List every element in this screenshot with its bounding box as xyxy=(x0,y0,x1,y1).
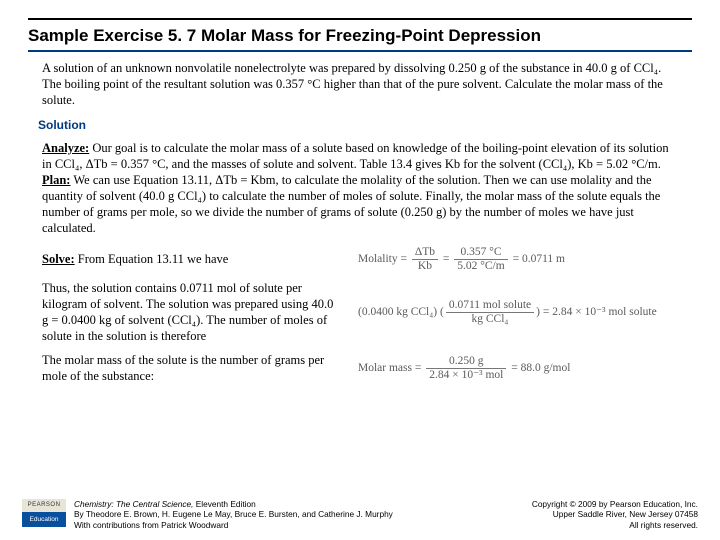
exercise-title: Sample Exercise 5. 7 Molar Mass for Free… xyxy=(28,26,692,46)
equation-molality: Molality = ΔTbKb = 0.357 °C5.02 °C/m = 0… xyxy=(358,246,565,272)
top-rule xyxy=(28,18,692,20)
footer-left: Chemistry: The Central Science, Eleventh… xyxy=(74,499,532,530)
title-underline xyxy=(28,50,692,52)
equation-molar-mass: Molar mass = 0.250 g2.84 × 10⁻³ mol = 88… xyxy=(358,355,570,381)
thus-text: Thus, the solution contains 0.0711 mol o… xyxy=(42,280,342,344)
analyze-text: Our goal is to calculate the molar mass … xyxy=(42,141,669,171)
problem-statement: A solution of an unknown nonvolatile non… xyxy=(42,60,678,108)
solve-row: Solve: From Equation 13.11 we have Molal… xyxy=(42,246,678,272)
solution-header: Solution xyxy=(38,118,692,132)
thus-row: Thus, the solution contains 0.0711 mol o… xyxy=(42,280,678,344)
analyze-plan-block: Analyze: Our goal is to calculate the mo… xyxy=(42,140,678,236)
molar-text: The molar mass of the solute is the numb… xyxy=(42,352,342,384)
solve-text: From Equation 13.11 we have xyxy=(75,252,229,266)
footer-right: Copyright © 2009 by Pearson Education, I… xyxy=(532,499,698,530)
analyze-label: Analyze: xyxy=(42,141,89,155)
molar-row: The molar mass of the solute is the numb… xyxy=(42,352,678,384)
footer: PEARSON Education Chemistry: The Central… xyxy=(0,499,720,530)
equation-moles: (0.0400 kg CCl₄) (0.0711 mol solutekg CC… xyxy=(358,299,657,325)
plan-text: We can use Equation 13.11, ΔTb = Kbm, to… xyxy=(42,173,660,235)
solve-label: Solve: xyxy=(42,252,75,266)
plan-label: Plan: xyxy=(42,173,70,187)
pearson-logo: PEARSON Education xyxy=(22,499,66,527)
